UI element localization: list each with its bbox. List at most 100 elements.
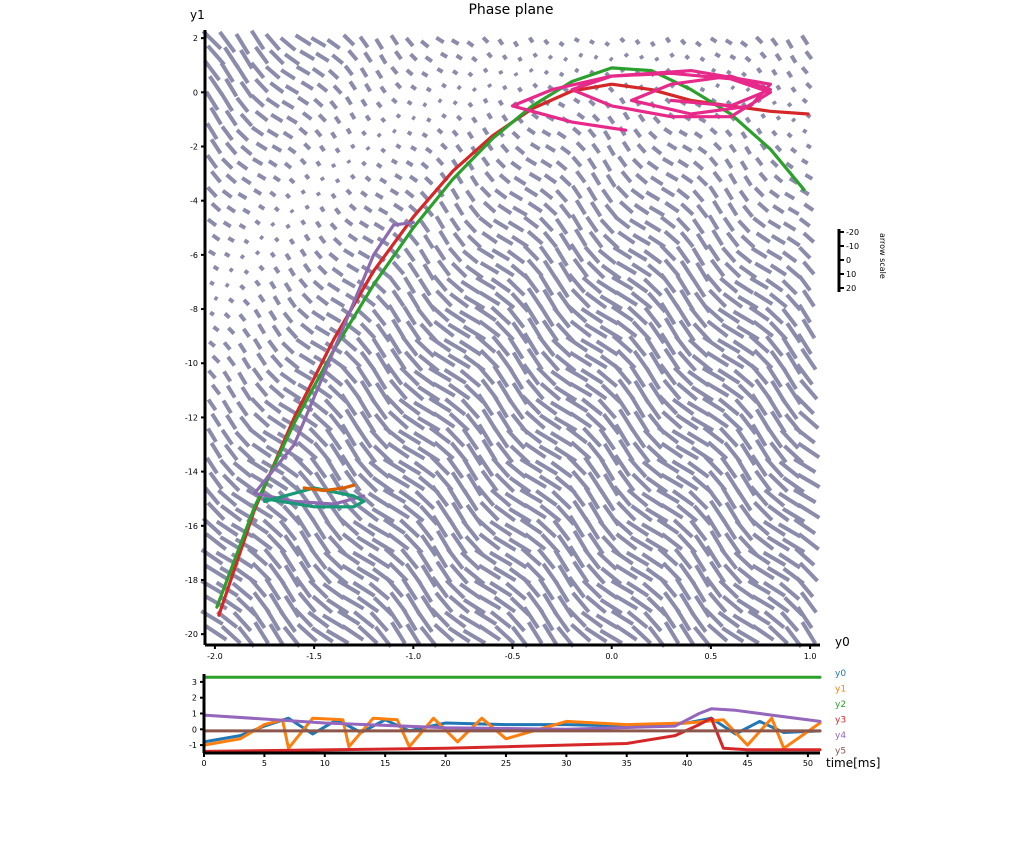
- field-arrow: [358, 220, 370, 229]
- field-arrow: [804, 50, 814, 61]
- field-arrow: [254, 219, 261, 226]
- field-arrow: [288, 238, 296, 246]
- field-arrow: [629, 395, 646, 419]
- field-arrow: [313, 249, 323, 260]
- field-arrow: [494, 262, 515, 278]
- field-arrow: [723, 187, 734, 201]
- field-arrow: [591, 142, 601, 155]
- field-arrow: [222, 341, 232, 351]
- y-tick-label: -18: [185, 576, 198, 585]
- field-arrow: [446, 486, 464, 510]
- field-arrow: [688, 489, 709, 511]
- field-arrow: [402, 381, 425, 402]
- field-arrow: [356, 535, 380, 552]
- field-arrow: [786, 70, 794, 79]
- field-arrow: [411, 115, 416, 121]
- field-arrow: [554, 217, 569, 236]
- field-arrow: [380, 147, 387, 154]
- field-arrow: [438, 200, 450, 214]
- field-arrow: [421, 71, 429, 78]
- field-arrow: [210, 202, 222, 213]
- field-arrow: [522, 606, 540, 630]
- field-arrow: [580, 337, 604, 355]
- field-arrow: [237, 445, 256, 464]
- field-arrow: [582, 426, 602, 448]
- field-arrow: [604, 203, 619, 220]
- field-arrow: [763, 488, 786, 508]
- field-arrow: [711, 199, 724, 215]
- field-arrow: [298, 277, 309, 289]
- field-arrow: [273, 206, 280, 213]
- field-arrow: [444, 397, 467, 417]
- field-arrow: [523, 502, 547, 520]
- field-arrow: [361, 130, 367, 137]
- field-arrow: [430, 304, 450, 323]
- field-arrow: [785, 293, 802, 312]
- field-arrow: [636, 142, 647, 154]
- field-arrow: [760, 113, 767, 119]
- field-arrow: [433, 440, 455, 461]
- field-arrow: [800, 347, 818, 371]
- field-arrow: [756, 201, 770, 214]
- field-arrow: [690, 385, 714, 402]
- field-arrow: [714, 52, 721, 59]
- field-arrow: [781, 366, 798, 391]
- field-arrow: [282, 311, 294, 324]
- field-arrow: [307, 610, 330, 629]
- field-arrow: [744, 116, 752, 124]
- field-arrow: [718, 426, 739, 448]
- field-arrow: [480, 469, 499, 493]
- field-arrow: [240, 386, 253, 402]
- field-arrow: [298, 352, 316, 366]
- field-arrow: [790, 117, 797, 123]
- field-arrow: [462, 628, 487, 645]
- field-arrow: [780, 397, 799, 421]
- field-arrow: [491, 456, 511, 479]
- field-arrow: [767, 504, 790, 523]
- field-arrow: [279, 610, 297, 633]
- field-arrow: [740, 234, 756, 249]
- field-arrow: [253, 188, 263, 196]
- field-arrow: [374, 192, 384, 200]
- field-arrow: [360, 98, 368, 108]
- field-arrow: [532, 52, 539, 59]
- field-arrow: [538, 474, 563, 492]
- field-arrow: [465, 412, 484, 436]
- field-arrow: [389, 34, 400, 46]
- field-arrow: [584, 353, 608, 370]
- field-arrow: [239, 283, 246, 291]
- field-arrow: [495, 233, 514, 246]
- field-arrow: [292, 455, 314, 476]
- field-arrow: [675, 216, 691, 233]
- field-arrow: [799, 378, 819, 401]
- field-arrow: [429, 607, 451, 628]
- field-arrow: [597, 248, 617, 266]
- field-arrow: [522, 244, 540, 262]
- field-arrow: [417, 277, 432, 297]
- field-arrow: [341, 563, 365, 581]
- field-arrow: [563, 56, 569, 62]
- field-arrow: [570, 440, 592, 461]
- field-arrow: [781, 336, 798, 360]
- field-arrow: [225, 384, 237, 399]
- field-arrow: [495, 158, 507, 169]
- field-arrow: [435, 289, 453, 308]
- field-arrow: [684, 54, 691, 61]
- field-arrow: [765, 277, 784, 293]
- field-arrow: [311, 309, 326, 322]
- field-arrow: [413, 400, 437, 417]
- field-arrow: [333, 115, 342, 125]
- field-arrow: [507, 336, 525, 360]
- field-arrow: [210, 412, 222, 428]
- field-arrow: [618, 96, 626, 105]
- field-arrow: [311, 66, 326, 78]
- field-arrow: [704, 576, 723, 599]
- field-arrow: [237, 371, 248, 386]
- field-arrow: [300, 80, 314, 91]
- field-arrow: [416, 579, 434, 603]
- field-arrow: [521, 576, 541, 599]
- field-arrow: [477, 423, 494, 447]
- field-arrow: [435, 560, 453, 584]
- field-arrow: [343, 350, 362, 369]
- field-arrow: [333, 207, 342, 216]
